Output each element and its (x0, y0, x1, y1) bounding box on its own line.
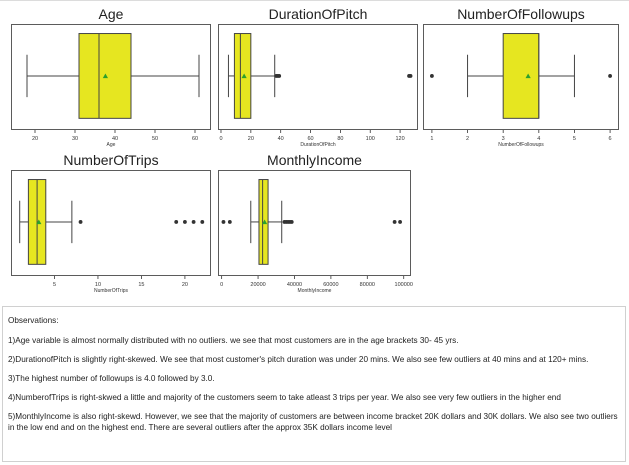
mean-marker (36, 219, 42, 225)
x-tick-label: 0 (219, 136, 222, 142)
x-tick-label: 5 (573, 136, 576, 142)
x-axis-label: Age (107, 142, 116, 148)
outlier-point (200, 220, 205, 224)
x-tick-label: 20 (32, 136, 38, 142)
mean-marker (262, 219, 268, 225)
mean-marker (241, 73, 247, 79)
duration-of-pitch-boxplot-svg: 0 20 40 60 80 100 120 DurationOfPitch (218, 24, 418, 148)
top-divider (0, 0, 629, 1)
monthly-income-plot-title: MonthlyIncome (267, 152, 362, 168)
mean-marker (525, 73, 531, 79)
number-of-trips-boxplot-svg: 5 10 15 20 NumberOfTrips (11, 170, 211, 294)
x-tick-label: 100000 (395, 282, 413, 288)
outlier-point (408, 74, 413, 78)
number-of-trips-boxplot: NumberOfTrips 5 10 15 20 NumberOfTrips (11, 152, 211, 294)
x-tick-label: 80000 (360, 282, 375, 288)
x-tick-label: 6 (609, 136, 612, 142)
x-tick-label: 15 (138, 282, 144, 288)
outlier-point (221, 220, 226, 224)
observations-panel: Observations: 1)Age variable is almost n… (2, 306, 626, 462)
x-tick-label: 40 (112, 136, 118, 142)
x-tick-label: 120 (395, 136, 404, 142)
x-tick-label: 0 (220, 282, 223, 288)
number-of-trips-plot-title: NumberOfTrips (63, 152, 159, 168)
outlier-point (608, 74, 612, 78)
outlier-point (392, 220, 397, 224)
x-tick-label: 60 (192, 136, 198, 142)
x-tick-label: 40000 (287, 282, 302, 288)
observation-item: 1)Age variable is almost normally distri… (8, 336, 459, 345)
x-tick-label: 4 (537, 136, 540, 142)
x-tick-label: 10 (95, 282, 101, 288)
monthly-income-boxplot: MonthlyIncome 0 20000 40000 60000 80000 10000… (218, 152, 413, 294)
x-tick-label: 50 (152, 136, 158, 142)
x-tick-label: 60 (307, 136, 313, 142)
observation-item: 2)DurationofPitch is slightly right-skew… (8, 355, 589, 364)
observation-item: 5)MonthlyIncome is also right-skewd. How… (8, 412, 618, 432)
age-plot-title: Age (98, 6, 124, 22)
x-tick-label: 100 (366, 136, 375, 142)
outlier-point (289, 220, 294, 224)
x-tick-label: 20 (248, 136, 254, 142)
x-tick-label: 80 (337, 136, 343, 142)
duration-of-pitch-boxplot: DurationOfPitch 0 20 40 60 80 100 120 DurationO… (218, 6, 418, 148)
x-axis-label: DurationOfPitch (300, 142, 336, 148)
x-axis-label: NumberOfTrips (94, 288, 128, 294)
duration-of-pitch-plot-title: DurationOfPitch (268, 6, 368, 22)
x-tick-label: 3 (502, 136, 505, 142)
outlier-point (183, 220, 187, 224)
x-axis-label: NumberOfFollowups (498, 142, 544, 148)
outlier-point (398, 220, 402, 224)
monthly-income-boxplot-svg: 0 20000 40000 60000 80000 100000 MonthlyIncome (218, 170, 413, 294)
mean-marker (102, 73, 108, 79)
outlier-point (78, 220, 83, 224)
outlier-point (227, 220, 232, 224)
iqr-box (233, 33, 252, 119)
age-boxplot: Age 20 30 40 50 60 Age (11, 6, 211, 148)
observation-item: 3)The highest number of followups is 4.0… (8, 374, 215, 383)
outlier-point (277, 74, 282, 78)
outlier-point (430, 74, 434, 78)
plot-frame (218, 170, 411, 276)
plot-frame (218, 24, 418, 130)
x-tick-label: 5 (53, 282, 56, 288)
x-tick-label: 1 (430, 136, 433, 142)
x-tick-label: 20000 (250, 282, 265, 288)
number-of-followups-boxplot-svg: 1 2 3 4 5 6 NumberOfFollowups (423, 24, 619, 148)
outlier-point (174, 220, 179, 224)
iqr-box (502, 33, 540, 119)
x-tick-label: 2 (466, 136, 469, 142)
x-tick-label: 30 (72, 136, 78, 142)
x-tick-label: 20 (182, 282, 188, 288)
observation-item: 4)NumberofTrips is right-skwed a little … (8, 393, 561, 402)
number-of-followups-boxplot: NumberOfFollowups 1 2 3 4 5 6 NumberOfFollowup… (423, 6, 619, 148)
x-axis-label: MonthlyIncome (298, 288, 332, 294)
outlier-point (191, 220, 196, 224)
x-tick-label: 60000 (323, 282, 338, 288)
number-of-followups-plot-title: NumberOfFollowups (457, 6, 585, 22)
age-boxplot-svg: 20 30 40 50 60 Age (11, 24, 211, 148)
observations-heading: Observations: (8, 316, 59, 325)
x-tick-label: 40 (278, 136, 284, 142)
